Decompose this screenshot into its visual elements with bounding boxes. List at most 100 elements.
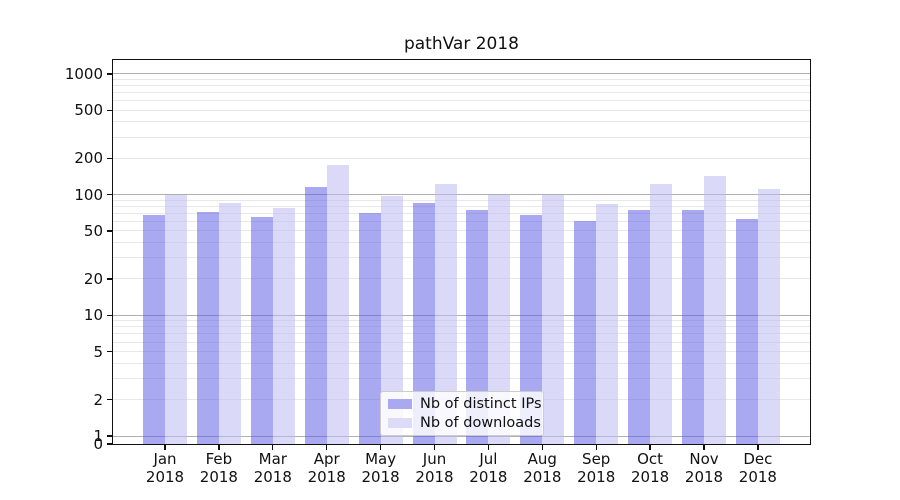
bar-distinct-ips-Jan-2018 xyxy=(143,214,165,444)
y-gridline-minor xyxy=(113,109,810,111)
x-tick-label-line: 2018 xyxy=(145,467,185,486)
y-gridline-minor xyxy=(113,92,810,94)
x-tick-label-line: Sep xyxy=(582,450,611,468)
y-tick-mark xyxy=(107,398,113,401)
y-gridline-minor xyxy=(113,341,810,343)
y-tick-label: 50 xyxy=(83,221,103,240)
x-tick-label-line: 2018 xyxy=(469,467,508,486)
y-tick-mark xyxy=(107,193,113,196)
y-gridline-major xyxy=(113,194,810,196)
y-gridline-major xyxy=(113,73,810,75)
y-gridline-minor xyxy=(113,377,810,379)
x-tick-mark xyxy=(326,444,328,450)
x-tick-label-line: Jul xyxy=(479,450,498,468)
x-tick-label-line: Dec xyxy=(743,450,773,468)
x-tick-label-line: 2018 xyxy=(361,467,400,486)
y-tick-label: 20 xyxy=(83,269,103,288)
x-tick-label-line: 2018 xyxy=(684,467,724,486)
x-tick-label-line: Feb xyxy=(205,450,233,468)
x-tick-label-line: 2018 xyxy=(253,467,292,486)
x-tick-mark xyxy=(164,444,166,450)
x-tick-mark xyxy=(595,444,597,450)
y-tick-mark xyxy=(107,350,113,353)
legend-item-distinct-ips: Nb of distinct IPs xyxy=(388,396,542,412)
y-gridline-minor xyxy=(113,136,810,138)
y-tick-label: 200 xyxy=(74,149,103,168)
x-tick-label: Jun 2018 xyxy=(407,450,463,486)
bar-downloads-Nov-2018 xyxy=(704,175,726,444)
x-tick-label-line: 2018 xyxy=(631,467,670,486)
x-tick-label: Oct 2018 xyxy=(622,450,678,486)
x-tick-label: May 2018 xyxy=(353,450,409,486)
y-tick-mark xyxy=(107,443,113,445)
bar-distinct-ips-Jul-2018 xyxy=(466,209,489,444)
legend: Nb of distinct IPs Nb of downloads xyxy=(380,391,544,436)
x-tick-mark xyxy=(218,444,220,450)
x-tick-label-line: May xyxy=(365,450,397,468)
y-tick-mark xyxy=(107,314,113,316)
x-tick-label-line: Oct xyxy=(637,450,664,468)
y-gridline-minor xyxy=(113,212,810,214)
y-tick-label: 1000 xyxy=(64,64,103,83)
bar-distinct-ips-May-2018 xyxy=(358,213,381,444)
bar-downloads-Apr-2018 xyxy=(326,164,349,444)
x-tick-mark xyxy=(757,444,759,450)
bar-distinct-ips-Aug-2018 xyxy=(520,214,543,444)
x-tick-label-line: Mar xyxy=(258,450,287,468)
x-tick-mark xyxy=(272,444,274,450)
x-tick-label-line: 2018 xyxy=(523,467,562,486)
x-tick-label: Aug 2018 xyxy=(514,450,570,486)
y-tick-label: 1 xyxy=(93,427,103,445)
x-tick-label-line: 2018 xyxy=(577,467,616,486)
x-tick-label-line: 2018 xyxy=(199,467,238,486)
x-tick-label: Jul 2018 xyxy=(460,450,516,486)
x-tick-label-line: Jun xyxy=(422,450,447,468)
y-gridline-minor xyxy=(113,85,810,87)
x-tick-label: Feb 2018 xyxy=(191,450,247,486)
y-gridline-minor xyxy=(113,326,810,328)
y-gridline-minor xyxy=(113,320,810,322)
y-gridline-minor xyxy=(113,278,810,280)
bar-distinct-ips-Jun-2018 xyxy=(412,202,435,444)
y-gridline-minor xyxy=(113,100,810,102)
y-gridline-major xyxy=(113,314,810,316)
bar-distinct-ips-Feb-2018 xyxy=(196,211,219,444)
x-tick-mark xyxy=(703,444,705,450)
y-tick-mark xyxy=(107,157,113,159)
bar-downloads-Jun-2018 xyxy=(434,184,457,444)
x-tick-mark xyxy=(487,444,490,450)
bar-downloads-Jul-2018 xyxy=(488,195,511,444)
bar-distinct-ips-Dec-2018 xyxy=(735,218,758,444)
y-tick-mark xyxy=(107,278,113,280)
y-gridline-minor xyxy=(113,242,810,244)
legend-swatch-downloads xyxy=(388,418,412,428)
legend-label-downloads: Nb of downloads xyxy=(420,415,541,431)
x-tick-label-line: Nov xyxy=(689,450,719,468)
x-tick-mark xyxy=(649,444,651,450)
y-gridline-major xyxy=(113,435,810,437)
legend-label-distinct-ips: Nb of distinct IPs xyxy=(420,396,542,412)
y-tick-label: 2 xyxy=(93,390,103,409)
x-tick-label: Dec 2018 xyxy=(730,450,786,486)
bar-downloads-May-2018 xyxy=(380,195,403,444)
x-tick-label: Mar 2018 xyxy=(245,450,301,486)
y-tick-label: 500 xyxy=(74,101,103,120)
y-gridline-minor xyxy=(113,220,810,222)
y-tick-label: 0 xyxy=(93,435,103,453)
bar-downloads-Feb-2018 xyxy=(218,203,241,444)
y-tick-label: 10 xyxy=(83,306,103,325)
x-tick-label-line: Jan xyxy=(153,450,177,468)
bar-distinct-ips-Sep-2018 xyxy=(574,221,597,444)
y-gridline-minor xyxy=(113,351,810,353)
y-gridline-minor xyxy=(113,362,810,364)
y-gridline-minor xyxy=(113,199,810,201)
bar-distinct-ips-Nov-2018 xyxy=(682,210,704,444)
bar-downloads-Mar-2018 xyxy=(272,207,295,444)
legend-item-downloads: Nb of downloads xyxy=(388,415,541,431)
y-gridline-minor xyxy=(113,121,810,123)
x-tick-label-line: 2018 xyxy=(738,467,777,486)
y-gridline-minor xyxy=(113,205,810,207)
x-tick-mark xyxy=(541,444,543,450)
chart-title: pathVar 2018 xyxy=(403,34,520,54)
